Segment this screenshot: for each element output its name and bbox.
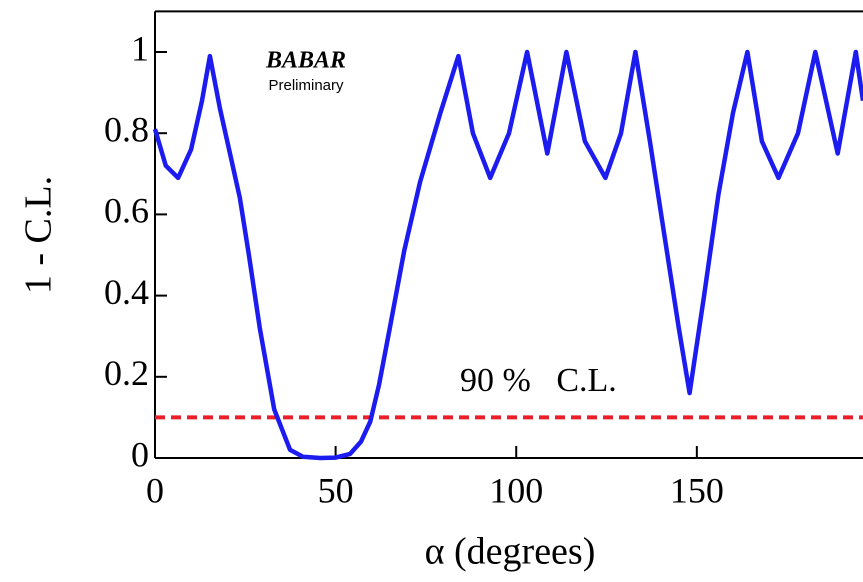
- logo: BABAR: [265, 48, 346, 74]
- data-line: [152, 49, 863, 461]
- y-tick-label: 0.8: [104, 109, 149, 149]
- x-tick-label: 150: [670, 470, 724, 510]
- x-tick-label: 0: [146, 470, 164, 510]
- y-tick-label: 0.6: [104, 191, 149, 231]
- y-tick-label: 0.2: [104, 353, 149, 393]
- x-axis-label: α (degrees): [425, 531, 596, 573]
- x-tick-label: 50: [318, 470, 354, 510]
- annotation: 90 % C.L.: [460, 362, 617, 399]
- x-tick-label: 100: [489, 470, 543, 510]
- y-tick-label: 0.4: [104, 272, 149, 312]
- y-tick-label: 1: [131, 28, 149, 68]
- y-axis-label: 1 - C.L.: [18, 176, 60, 294]
- y-tick-label: 0: [131, 434, 149, 474]
- logo-subtitle: Preliminary: [268, 77, 344, 94]
